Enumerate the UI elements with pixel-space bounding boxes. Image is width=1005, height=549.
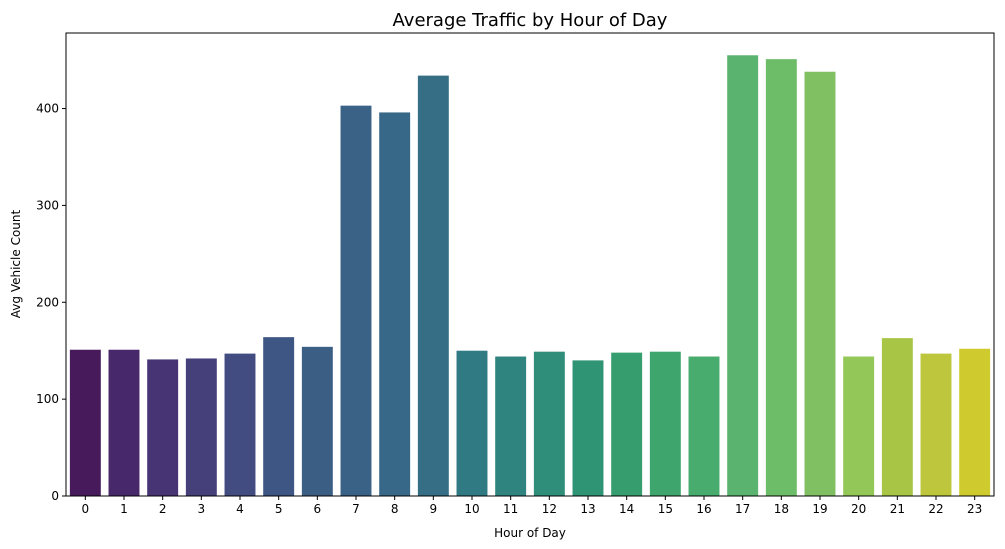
x-tick-label: 4 bbox=[236, 502, 244, 516]
x-tick-label: 3 bbox=[198, 502, 206, 516]
bar-hour-6 bbox=[301, 346, 333, 496]
bar-hour-8 bbox=[379, 112, 411, 497]
y-tick-label: 300 bbox=[36, 198, 59, 212]
x-tick-label: 10 bbox=[464, 502, 479, 516]
x-tick-label: 16 bbox=[696, 502, 711, 516]
bar-hour-1 bbox=[108, 349, 140, 496]
bar-hour-23 bbox=[959, 348, 991, 496]
y-tick-label: 400 bbox=[36, 102, 59, 116]
x-tick-label: 11 bbox=[503, 502, 518, 516]
plot-area: 0 1 2 3 4 5 6 7 8 9 10 11 12 13 14 15 16 17 18 19 20 21 22 2301… bbox=[36, 55, 991, 516]
x-tick-label: 23 bbox=[967, 502, 982, 516]
bar-hour-12 bbox=[533, 351, 565, 496]
bar-hour-21 bbox=[881, 338, 913, 496]
y-tick-label: 100 bbox=[36, 392, 59, 406]
x-tick-label: 12 bbox=[542, 502, 557, 516]
x-tick-label: 15 bbox=[658, 502, 673, 516]
y-tick-label: 0 bbox=[51, 489, 59, 503]
x-tick-label: 9 bbox=[430, 502, 438, 516]
x-tick-label: 18 bbox=[774, 502, 789, 516]
x-tick-label: 0 bbox=[82, 502, 90, 516]
x-tick-label: 14 bbox=[619, 502, 634, 516]
bar-hour-17 bbox=[727, 55, 759, 496]
x-tick-label: 1 bbox=[120, 502, 128, 516]
bar-hour-16 bbox=[688, 356, 720, 496]
bar-hour-0 bbox=[69, 349, 101, 496]
bar-hour-13 bbox=[572, 360, 604, 496]
plot-frame bbox=[65, 32, 995, 497]
x-axis-label: Hour of Day bbox=[494, 526, 566, 540]
x-tick-label: 7 bbox=[352, 502, 360, 516]
x-tick-label: 5 bbox=[275, 502, 283, 516]
bar-hour-15 bbox=[649, 351, 681, 496]
x-tick-label: 17 bbox=[735, 502, 750, 516]
x-tick-label: 13 bbox=[580, 502, 595, 516]
bar-hour-3 bbox=[185, 358, 217, 496]
x-tick-label: 6 bbox=[314, 502, 322, 516]
bar-hour-22 bbox=[920, 353, 952, 496]
bar-hour-14 bbox=[611, 352, 643, 496]
bar-hour-20 bbox=[843, 356, 875, 496]
y-tick-label: 200 bbox=[36, 295, 59, 309]
x-tick-label: 8 bbox=[391, 502, 399, 516]
bar-hour-5 bbox=[263, 337, 295, 496]
x-tick-label: 19 bbox=[812, 502, 827, 516]
bar-hour-10 bbox=[456, 350, 488, 496]
bar-hour-2 bbox=[147, 359, 179, 496]
bar-hour-19 bbox=[804, 71, 836, 497]
x-tick-label: 22 bbox=[928, 502, 943, 516]
x-tick-label: 20 bbox=[851, 502, 866, 516]
bar-hour-7 bbox=[340, 105, 372, 497]
bar-hour-4 bbox=[224, 353, 256, 496]
x-tick-label: 2 bbox=[159, 502, 167, 516]
y-axis-label: Avg Vehicle Count bbox=[9, 210, 23, 319]
bar-hour-18 bbox=[765, 59, 797, 497]
bar-hour-9 bbox=[417, 75, 449, 497]
chart-title: Average Traffic by Hour of Day bbox=[393, 10, 668, 31]
bar-hour-11 bbox=[495, 356, 527, 496]
x-tick-label: 21 bbox=[890, 502, 905, 516]
